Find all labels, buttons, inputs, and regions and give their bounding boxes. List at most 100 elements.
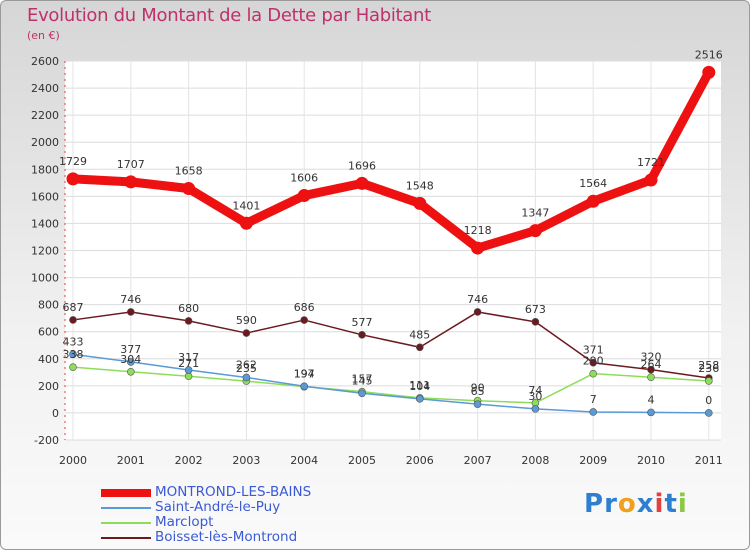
legend-item-saint-andre[interactable]: Saint-André-le-Puy [101, 500, 311, 515]
legend-label-marclopt: Marclopt [155, 514, 214, 530]
data-label: 687 [63, 301, 84, 314]
data-point [704, 409, 713, 417]
data-label: 1729 [59, 155, 87, 168]
data-label: 317 [178, 351, 199, 364]
legend-item-montrond[interactable]: MONTROND-LES-BAINS [101, 485, 311, 500]
data-point [589, 358, 598, 367]
data-label: 7 [590, 393, 597, 406]
x-tick-label: 2000 [59, 454, 87, 467]
data-label: 157 [352, 373, 373, 386]
legend-label-boisset: Boisset-lès-Montrond [155, 529, 298, 545]
data-label: 30 [528, 390, 542, 403]
data-label: 485 [409, 328, 430, 341]
legend: MONTROND-LES-BAINS Saint-André-le-Puy Ma… [101, 485, 311, 545]
data-point [415, 395, 424, 403]
data-label: 320 [641, 351, 662, 364]
data-label: 338 [63, 348, 84, 361]
y-tick-label: 2600 [31, 55, 59, 68]
data-point [415, 343, 424, 352]
logo-letter: x [636, 489, 655, 519]
data-label: 235 [236, 362, 257, 375]
data-label: 90 [471, 382, 485, 395]
y-tick-label: 1600 [31, 190, 59, 203]
data-point [69, 363, 77, 371]
data-point [124, 175, 138, 189]
data-point [586, 194, 600, 208]
y-tick-label: 800 [38, 299, 59, 312]
y-tick-label: 200 [38, 380, 59, 393]
data-label: 2516 [695, 48, 723, 61]
data-point [300, 382, 309, 391]
x-tick-label: 2006 [406, 454, 434, 467]
data-point [473, 400, 482, 408]
data-labels: 1729 1707 1658 1401 1606 1696 1548 1218 1347 1564… [59, 48, 723, 407]
data-point [69, 350, 77, 359]
data-point [182, 182, 196, 196]
y-tick-label: 1800 [31, 163, 59, 176]
legend-item-boisset[interactable]: Boisset-lès-Montrond [101, 530, 311, 545]
x-tick-label: 2007 [464, 454, 492, 467]
data-label: 104 [409, 380, 430, 393]
data-label: 258 [698, 359, 719, 372]
data-point [704, 377, 713, 385]
data-label: 1658 [175, 165, 203, 178]
y-tick-label: 2200 [31, 109, 59, 122]
data-point [358, 331, 366, 339]
y-tick-label: -200 [34, 434, 59, 447]
data-point [66, 172, 80, 186]
data-point [127, 358, 135, 366]
logo-letter: t [664, 489, 678, 519]
data-label: 746 [467, 293, 488, 306]
data-label: 4 [648, 393, 655, 406]
series-lines [66, 65, 716, 417]
logo-letter: r [604, 489, 618, 519]
series-line [68, 67, 714, 253]
data-label: 433 [63, 335, 84, 348]
series-line [72, 353, 710, 414]
data-label: 371 [583, 344, 604, 357]
x-tick-label: 2009 [579, 454, 607, 467]
data-point [184, 366, 193, 374]
y-tick-label: 0 [52, 407, 59, 420]
data-point [473, 308, 482, 316]
data-label: 680 [178, 302, 199, 315]
data-label: 1548 [406, 179, 434, 192]
series-line [72, 366, 710, 404]
legend-swatch-montrond [101, 488, 151, 497]
data-label: 1218 [464, 224, 492, 237]
data-point [413, 196, 427, 210]
data-label: 0 [705, 394, 712, 407]
y-tick-label: 400 [38, 353, 59, 366]
logo-letter: P [584, 489, 605, 519]
data-label: 1347 [521, 207, 549, 220]
logo-letter: i [654, 489, 665, 519]
data-label: 590 [236, 314, 257, 327]
data-point [589, 369, 598, 378]
data-label: 74 [528, 384, 542, 397]
data-label: 577 [352, 316, 373, 329]
data-label: 1707 [117, 158, 145, 171]
data-point [647, 365, 655, 374]
data-point [184, 317, 193, 325]
data-point [69, 316, 77, 324]
data-label: 236 [698, 362, 719, 375]
data-point [644, 173, 658, 187]
legend-item-marclopt[interactable]: Marclopt [101, 515, 311, 530]
axes: -200 0 200 400 600 800 1000 1200 1400 1600 1800 200… [31, 55, 723, 467]
legend-swatch-saint-andre [101, 506, 151, 509]
chart-subtitle: (en €) [27, 29, 60, 42]
x-tick-label: 2001 [117, 454, 145, 467]
data-label: 65 [471, 385, 485, 398]
data-point [531, 318, 540, 326]
data-label: 1401 [232, 199, 260, 212]
grid [65, 60, 721, 441]
data-label: 145 [352, 374, 373, 387]
data-label: 271 [178, 357, 199, 370]
x-tick-label: 2002 [175, 454, 203, 467]
data-label: 377 [120, 343, 141, 356]
data-label: 304 [120, 353, 141, 366]
data-point [239, 216, 253, 230]
data-label: 686 [294, 301, 315, 314]
legend-label-saint-andre: Saint-André-le-Puy [155, 499, 281, 515]
data-label: 264 [641, 358, 662, 371]
